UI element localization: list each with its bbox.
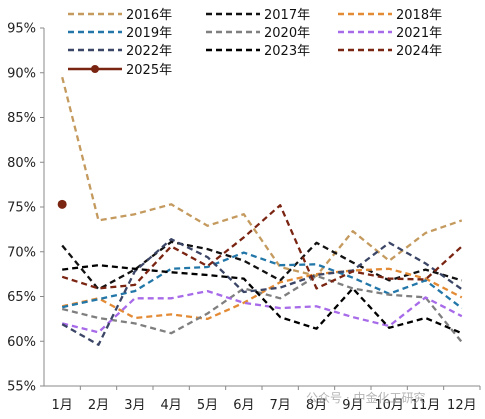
x-tick-label: 2月 — [88, 398, 109, 413]
series-0 — [61, 76, 463, 278]
legend-item-8: 2024年 — [338, 44, 442, 59]
legend-label: 2022年 — [126, 44, 172, 59]
legend-item-4: 2020年 — [206, 26, 310, 41]
legend-item-2: 2018年 — [338, 8, 442, 23]
series-3 — [61, 251, 463, 310]
legend-label: 2020年 — [264, 26, 310, 41]
legend-label: 2017年 — [264, 8, 310, 23]
legend-label: 2025年 — [126, 63, 172, 78]
legend-marker — [91, 65, 99, 73]
y-tick-label: 60% — [7, 335, 36, 350]
legend-item-6: 2022年 — [68, 44, 172, 59]
watermark: 公众号 · 中金化工研究 — [306, 391, 426, 405]
y-tick-label: 85% — [7, 111, 36, 126]
series-line — [61, 240, 463, 291]
legend-item-7: 2023年 — [206, 44, 310, 59]
data-point — [57, 199, 67, 209]
y-tick-label: 65% — [7, 290, 36, 305]
x-tick-label: 1月 — [52, 398, 73, 413]
series-1 — [61, 240, 463, 291]
legend-item-9: 2025年 — [68, 63, 172, 78]
x-tick-label: 5月 — [197, 398, 218, 413]
y-tick-label: 80% — [7, 156, 36, 171]
legend-item-1: 2017年 — [206, 8, 310, 23]
series-line — [61, 76, 463, 278]
legend-label: 2024年 — [396, 44, 442, 59]
x-tick-label: 10月 — [374, 398, 404, 413]
x-tick-label: 12月 — [447, 398, 477, 413]
series-line — [61, 251, 463, 310]
x-tick-label: 3月 — [124, 398, 145, 413]
x-tick-label: 6月 — [233, 398, 254, 413]
legend-label: 2021年 — [396, 26, 442, 41]
legend-label: 2019年 — [126, 26, 172, 41]
legend-label: 2016年 — [126, 8, 172, 23]
series-lines — [57, 76, 463, 346]
series-line — [61, 289, 463, 334]
legend-item-3: 2019年 — [68, 26, 172, 41]
legend-item-5: 2021年 — [338, 26, 442, 41]
y-tick-label: 70% — [7, 245, 36, 260]
legend-item-0: 2016年 — [68, 8, 172, 23]
y-tick-label: 55% — [7, 380, 36, 395]
series-5 — [61, 289, 463, 334]
x-tick-label: 11月 — [411, 398, 441, 413]
x-tick-label: 9月 — [342, 398, 363, 413]
axes: 55% 60% 65% 70% 75% 80% 85% 90% 95% 1月 2月 3月 4月 5月 6月 7… — [7, 22, 481, 413]
x-tick-label: 4月 — [161, 398, 182, 413]
y-tick-label: 90% — [7, 66, 36, 81]
legend: 2016年 2017年 2018年 2019年 2020年 2021年 2022年 2023年… — [68, 8, 442, 78]
legend-label: 2023年 — [264, 44, 310, 59]
x-tick-label: 7月 — [270, 398, 291, 413]
y-tick-label: 75% — [7, 201, 36, 216]
x-tick-label: 8月 — [306, 398, 327, 413]
series-6 — [61, 238, 463, 346]
series-line — [61, 238, 463, 346]
y-tick-label: 95% — [7, 22, 36, 37]
series-9 — [57, 199, 67, 209]
legend-label: 2018年 — [396, 8, 442, 23]
